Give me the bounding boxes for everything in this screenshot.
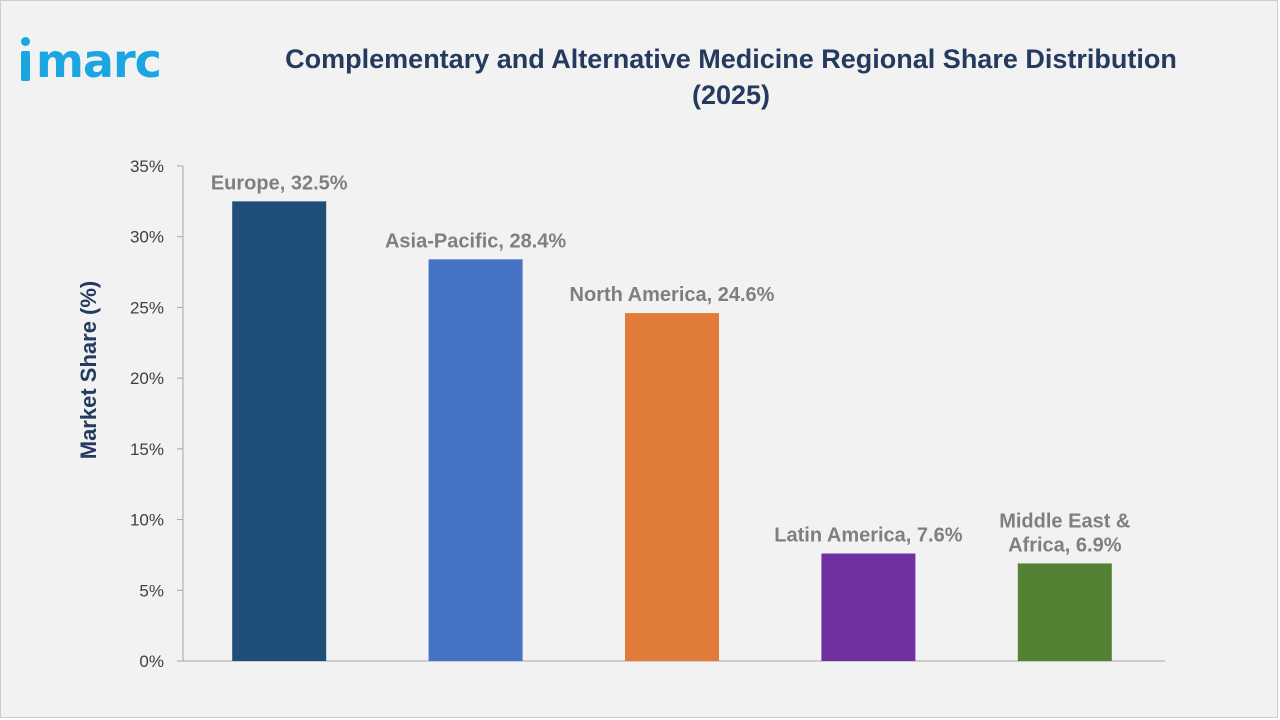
bar-middle-east-africa [1017,563,1112,661]
logo-text: marc [36,34,162,88]
bars [232,201,1112,661]
bar-latin-america [821,553,916,661]
imarc-logo: marc [21,34,162,88]
logo-stem [21,51,30,81]
y-tick-label: 5% [139,581,164,600]
y-tick-label: 10% [130,511,164,530]
y-tick-label: 15% [130,440,164,459]
y-axis-title: Market Share (%) [76,281,101,460]
data-label: Middle East & [999,510,1130,532]
data-label: Latin America, 7.6% [774,525,962,547]
chart-title: Complementary and Alternative Medicine R… [241,41,1221,113]
y-tick-label: 0% [139,652,164,671]
data-label: Europe, 32.5% [211,172,348,194]
logo-dot [21,37,30,46]
y-tick-label: 25% [130,298,164,317]
bar-asia-pacific [428,259,523,661]
data-label: North America, 24.6% [570,284,775,306]
y-tick-label: 30% [130,228,164,247]
data-label: Asia-Pacific, 28.4% [385,230,566,252]
bar-europe [232,201,327,661]
chart-title-line2: (2025) [691,80,771,110]
data-labels: Europe, 32.5% Asia-Pacific, 28.4% North Am… [211,172,1131,556]
y-tick-label: 35% [130,157,164,176]
y-tick-label: 20% [130,369,164,388]
data-label: Africa, 6.9% [1008,534,1122,556]
y-axis: 0% 5% 10% 15% 20% 25% 30% 35% [130,157,1165,671]
bar-north-america [625,313,719,661]
logo-i-glyph [21,37,30,81]
chart-title-line1: Complementary and Alternative Medicine R… [285,44,1177,74]
